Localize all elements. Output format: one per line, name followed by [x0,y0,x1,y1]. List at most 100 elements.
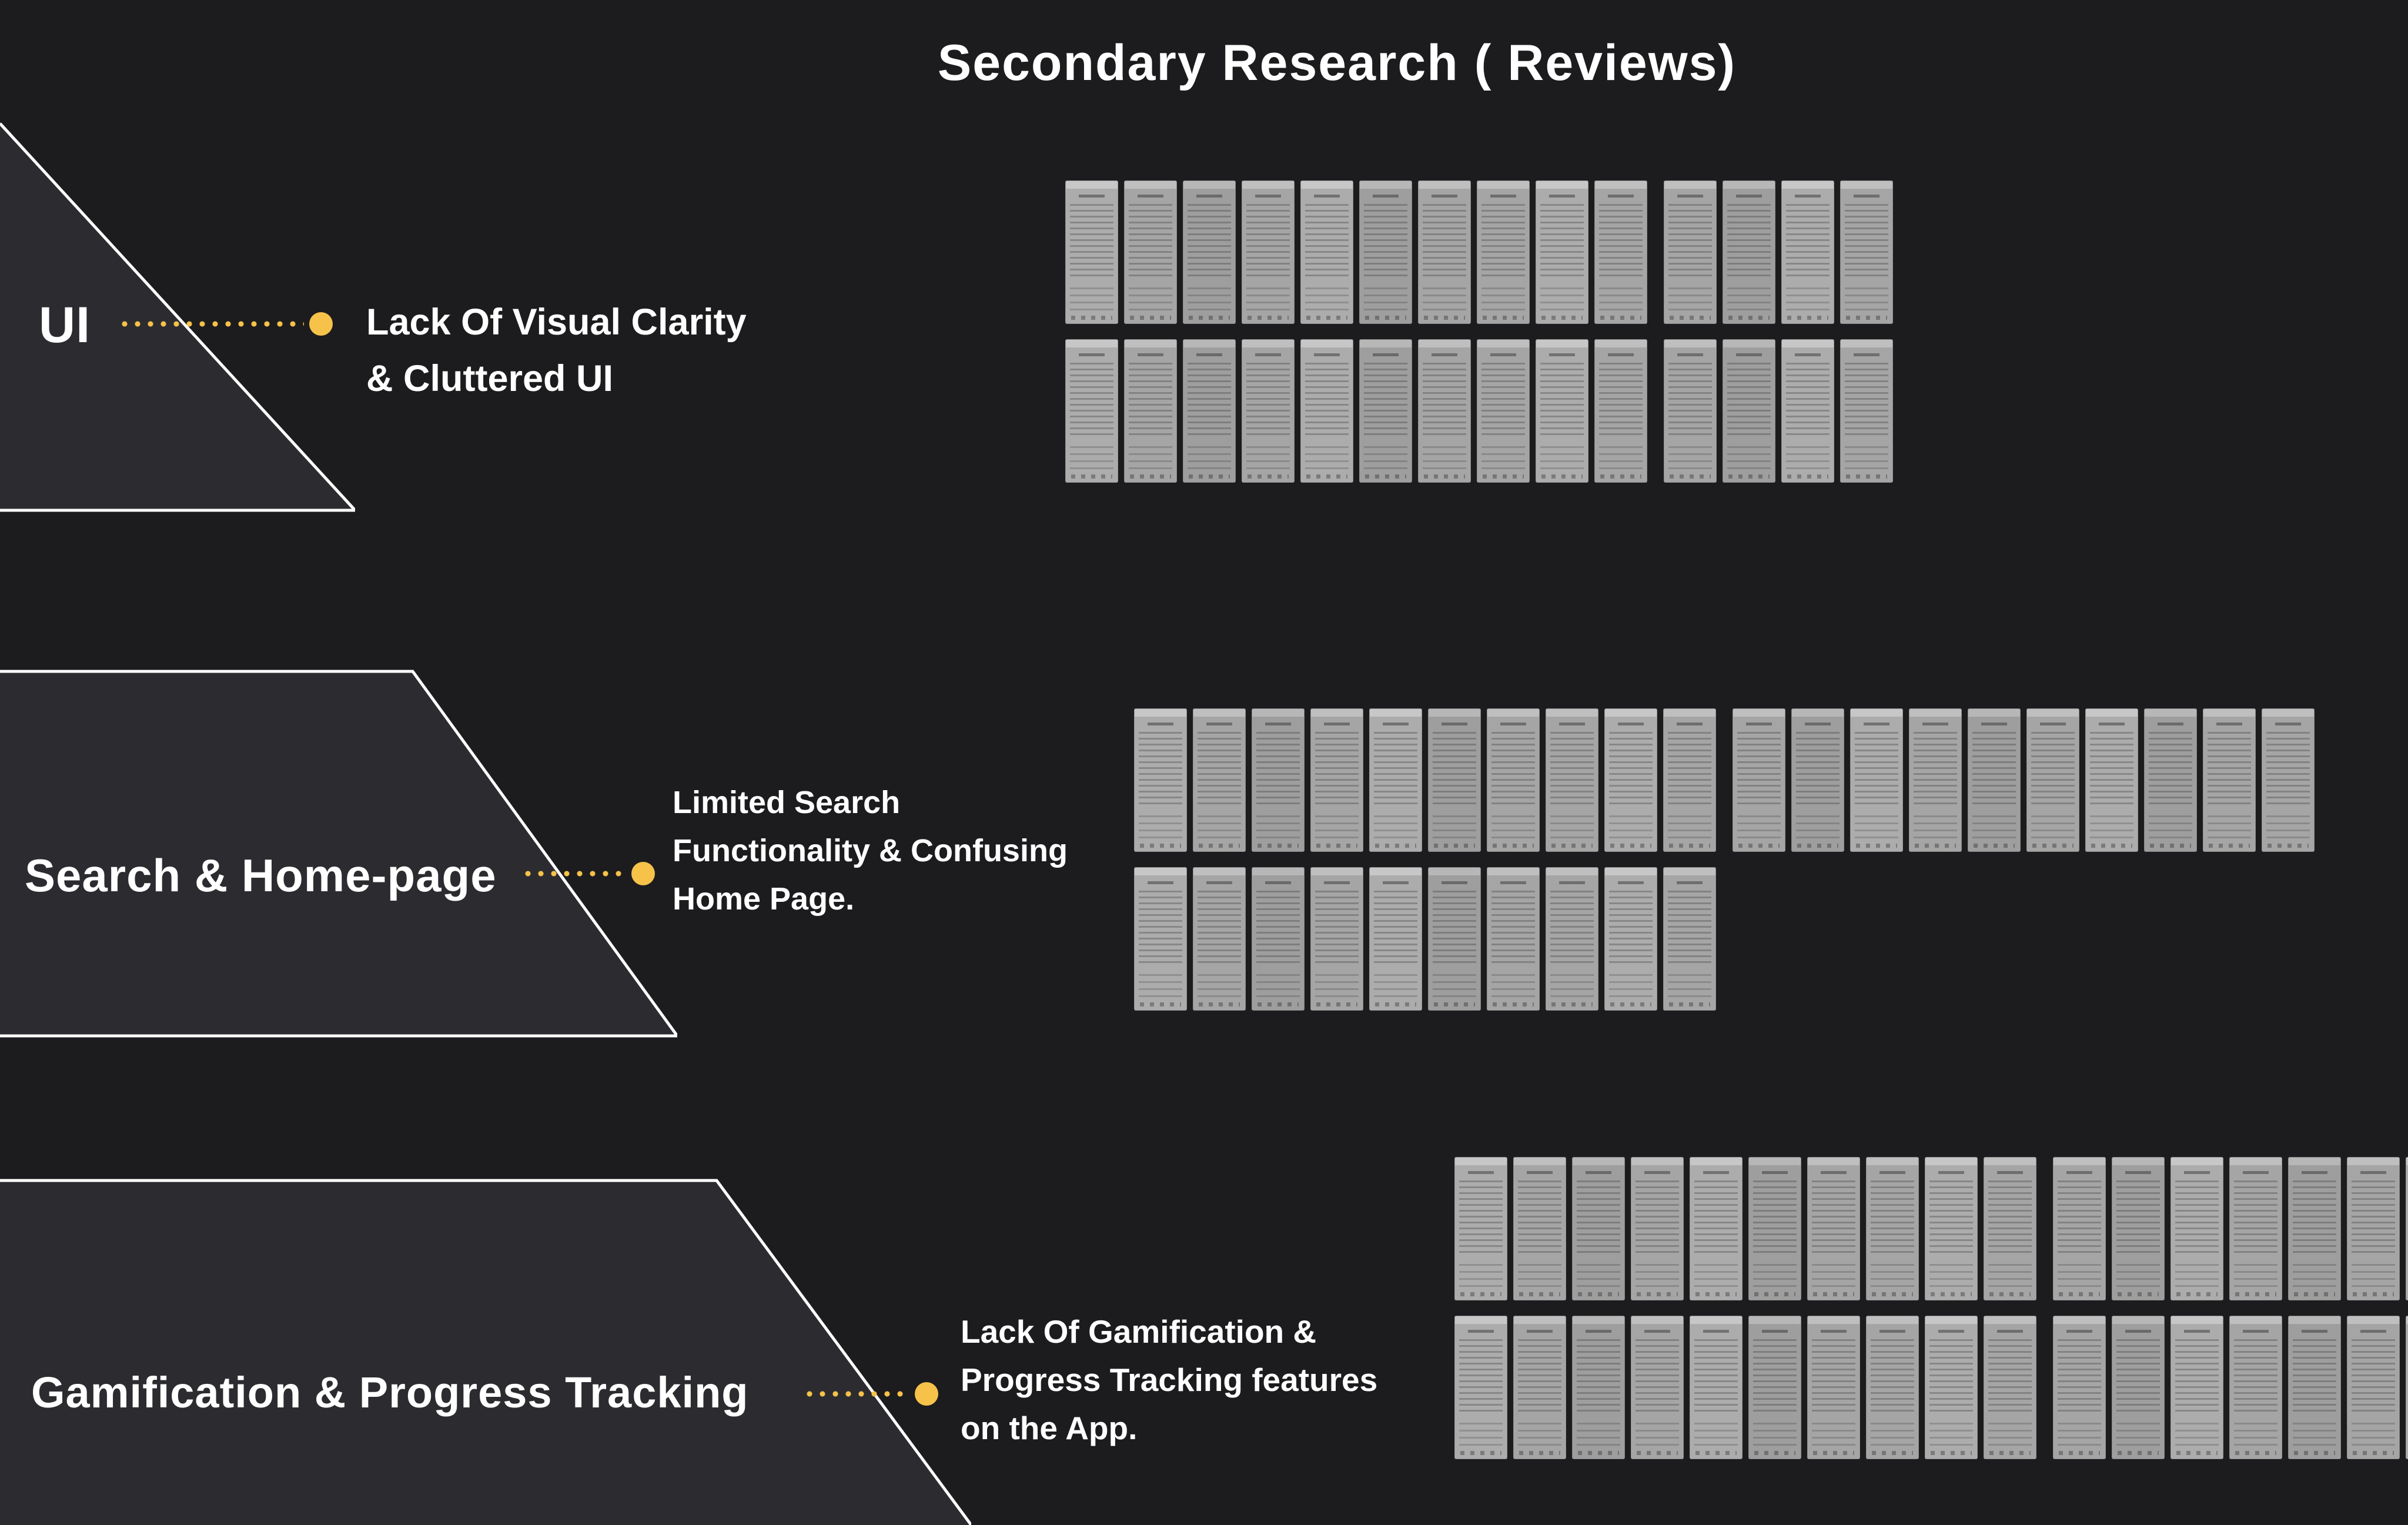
review-screenshot-thumbnail[interactable] [1664,180,1717,324]
review-screenshot-thumbnail[interactable] [1124,180,1177,324]
review-screenshot-thumbnail[interactable] [1536,180,1588,324]
review-screenshot-thumbnail[interactable] [1418,180,1471,324]
review-screenshot-thumbnail[interactable] [1866,1316,1919,1459]
review-screenshot-thumbnail[interactable] [2229,1157,2282,1300]
review-screenshot-thumbnail[interactable] [2203,708,2256,852]
review-screenshot-thumbnail[interactable] [1690,1157,1743,1300]
review-screenshot-thumbnail[interactable] [1193,708,1246,852]
review-screenshot-thumbnail[interactable] [1300,339,1353,483]
review-screenshot-thumbnail[interactable] [1065,180,1118,324]
review-screenshot-thumbnail[interactable] [1369,708,1422,852]
review-screenshot-thumbnail[interactable] [1310,867,1363,1011]
review-screenshot-thumbnail[interactable] [1487,708,1540,852]
review-screenshot-row [1454,1316,2408,1459]
review-screenshot-thumbnail[interactable] [1418,339,1471,483]
review-screenshot-thumbnail[interactable] [1604,867,1657,1011]
review-screenshot-thumbnail[interactable] [1663,867,1716,1011]
review-screenshot-thumbnail[interactable] [1487,867,1540,1011]
review-screenshot-thumbnail[interactable] [2347,1157,2400,1300]
review-screenshot-thumbnail[interactable] [2026,708,2079,852]
review-screenshot-thumbnail[interactable] [1663,708,1716,852]
review-screenshot-thumbnail[interactable] [1359,180,1412,324]
review-screenshot-thumbnail[interactable] [1369,867,1422,1011]
review-screenshot-thumbnail[interactable] [2406,1316,2408,1459]
review-screenshot-thumbnail[interactable] [1690,1316,1743,1459]
review-screenshot-thumbnail[interactable] [1359,339,1412,483]
review-screenshot-thumbnail[interactable] [1428,867,1481,1011]
section-gamification-label: Gamification & Progress Tracking [31,1368,749,1417]
review-screenshot-thumbnail[interactable] [1134,708,1187,852]
review-screenshot-thumbnail[interactable] [1850,708,1903,852]
review-screenshot-thumbnail[interactable] [1477,180,1530,324]
review-screenshot-thumbnail[interactable] [1183,339,1236,483]
review-screenshot-thumbnail[interactable] [1193,867,1246,1011]
review-screenshot-thumbnail[interactable] [1840,180,1893,324]
dotted-connector-ui [122,321,304,327]
review-screenshot-thumbnail[interactable] [2406,1157,2408,1300]
review-screenshot-thumbnail[interactable] [1791,708,1844,852]
review-screenshot-thumbnail[interactable] [1968,708,2021,852]
page-title: Secondary Research ( Reviews) [937,35,1737,91]
review-screenshot-thumbnail[interactable] [1546,708,1598,852]
review-screenshot-thumbnail[interactable] [1748,1157,1801,1300]
review-screenshot-thumbnail[interactable] [2347,1316,2400,1459]
review-screenshot-thumbnail[interactable] [1428,708,1481,852]
review-screenshot-thumbnail[interactable] [2288,1157,2341,1300]
review-screenshot-thumbnail[interactable] [1631,1316,1684,1459]
review-screenshot-thumbnail[interactable] [2262,708,2315,852]
review-screenshot-thumbnail[interactable] [1664,339,1717,483]
review-screenshot-thumbnail[interactable] [2112,1157,2165,1300]
review-screenshot-thumbnail[interactable] [2229,1316,2282,1459]
review-screenshot-thumbnail[interactable] [2085,708,2138,852]
review-screenshot-thumbnail[interactable] [1310,708,1363,852]
review-screenshot-thumbnail[interactable] [1984,1316,2036,1459]
review-screenshot-thumbnail[interactable] [1252,867,1305,1011]
connector-dot-icon [309,312,333,336]
review-screenshot-thumbnail[interactable] [1781,339,1834,483]
review-screenshot-thumbnail[interactable] [1242,339,1295,483]
review-screenshot-thumbnail[interactable] [1807,1316,1860,1459]
review-screenshot-thumbnail[interactable] [1781,180,1834,324]
review-screenshot-thumbnail[interactable] [1477,339,1530,483]
review-screenshot-thumbnail[interactable] [1909,708,1962,852]
review-screenshot-thumbnail[interactable] [2170,1316,2223,1459]
review-screenshot-thumbnail[interactable] [1134,867,1187,1011]
review-screenshot-thumbnail[interactable] [2053,1316,2106,1459]
review-screenshot-thumbnail[interactable] [1124,339,1177,483]
review-screenshot-thumbnail[interactable] [1631,1157,1684,1300]
review-screenshot-thumbnail[interactable] [1733,708,1785,852]
review-screenshot-thumbnail[interactable] [2144,708,2197,852]
review-screenshot-thumbnail[interactable] [1454,1157,1507,1300]
review-screenshot-thumbnail[interactable] [1594,339,1647,483]
review-screenshot-thumbnail[interactable] [1513,1157,1566,1300]
review-screenshot-thumbnail[interactable] [1925,1316,1978,1459]
review-screenshot-thumbnail[interactable] [1252,708,1305,852]
review-screenshot-thumbnail[interactable] [1513,1316,1566,1459]
review-screenshot-thumbnail[interactable] [1723,180,1775,324]
section-search-label: Search & Home-page [25,850,497,901]
review-screenshot-thumbnail[interactable] [1183,180,1236,324]
review-screenshot-thumbnail[interactable] [1536,339,1588,483]
review-screenshot-thumbnail[interactable] [1748,1316,1801,1459]
review-screenshot-thumbnail[interactable] [1300,180,1353,324]
review-screenshot-row [1065,339,1893,483]
review-screenshot-thumbnail[interactable] [2170,1157,2223,1300]
review-screenshot-thumbnail[interactable] [1925,1157,1978,1300]
review-screenshot-thumbnail[interactable] [2112,1316,2165,1459]
review-screenshot-thumbnail[interactable] [1723,339,1775,483]
review-screenshot-thumbnail[interactable] [1984,1157,2036,1300]
review-screenshot-thumbnail[interactable] [1454,1316,1507,1459]
review-screenshot-thumbnail[interactable] [1572,1316,1625,1459]
review-screenshot-thumbnail[interactable] [2053,1157,2106,1300]
review-screenshot-thumbnail[interactable] [1604,708,1657,852]
review-screenshot-thumbnail[interactable] [1594,180,1647,324]
review-screenshot-thumbnail[interactable] [1242,180,1295,324]
review-screenshot-thumbnail[interactable] [2288,1316,2341,1459]
review-screenshot-thumbnail[interactable] [1572,1157,1625,1300]
review-screenshot-thumbnail[interactable] [1065,339,1118,483]
review-screenshot-thumbnail[interactable] [1840,339,1893,483]
review-screenshot-thumbnail[interactable] [1546,867,1598,1011]
review-screenshot-thumbnail[interactable] [1866,1157,1919,1300]
review-screenshot-thumbnail[interactable] [1807,1157,1860,1300]
review-screenshot-row [1134,867,2315,1011]
